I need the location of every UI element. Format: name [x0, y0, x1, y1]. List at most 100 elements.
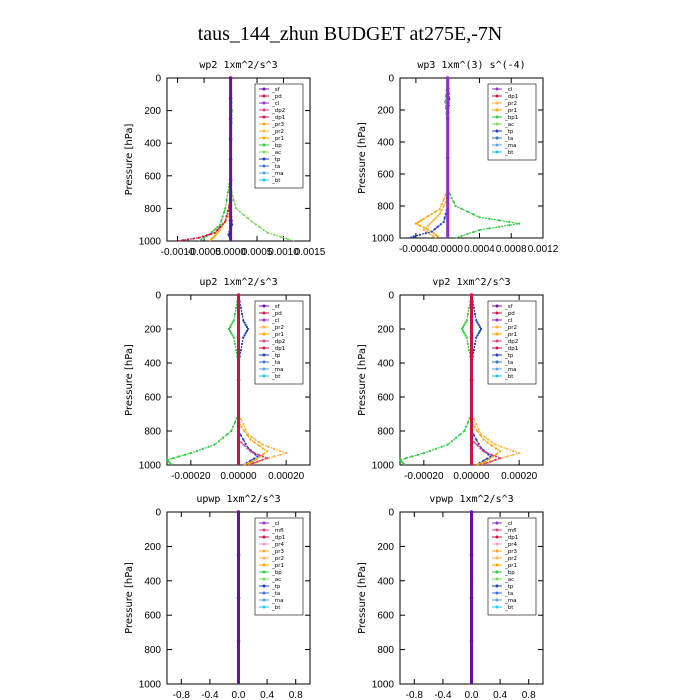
legend-label: _sf	[504, 304, 514, 310]
legend-marker	[495, 591, 499, 595]
series-point	[440, 203, 443, 206]
x-tick-label: -0.00020	[171, 471, 211, 482]
legend-marker	[262, 325, 266, 329]
series-point	[473, 313, 477, 316]
series-point	[416, 453, 419, 456]
series-point	[477, 442, 480, 445]
legend-label: _dp2	[504, 339, 518, 345]
series-point	[273, 233, 276, 236]
legend-label: _cl	[271, 318, 280, 324]
series-point	[484, 460, 487, 463]
panel-1: wp2 1xm^2/s^3 0 200 400 600 800 1000-0.0010-0.…	[124, 60, 326, 258]
legend-label: _tp	[271, 353, 281, 359]
series-point	[249, 450, 252, 453]
x-tick-label: -0.4	[201, 690, 219, 700]
series-point	[246, 447, 249, 450]
series-point	[460, 234, 463, 238]
legend-label: _pr2	[504, 325, 517, 331]
legend-label: _tp	[504, 353, 514, 359]
series-point	[261, 455, 265, 458]
series-point	[256, 460, 259, 463]
series-point	[512, 453, 515, 456]
legend-marker	[495, 584, 499, 588]
legend-marker	[495, 150, 499, 154]
series-point	[512, 449, 515, 453]
series-point	[473, 425, 476, 428]
series-line-pr2	[422, 78, 449, 239]
legend-box	[254, 300, 304, 385]
y-axis-label: Pressure [hPa]	[124, 562, 135, 634]
y-tick-label: 600	[377, 611, 394, 622]
legend-box	[487, 300, 537, 385]
series-point	[450, 196, 453, 200]
series-point	[436, 225, 439, 228]
legend-label: _pr1	[271, 332, 284, 338]
series-point	[424, 226, 427, 230]
series-point	[254, 438, 257, 441]
panels: wp2 1xm^2/s^302004006008001000-0.0010-0.…	[124, 60, 559, 700]
x-tick-label: 0.0	[232, 690, 246, 700]
legend-label: _bt	[504, 374, 514, 380]
series-point	[431, 234, 434, 238]
series-point	[486, 441, 489, 444]
series-point	[250, 435, 253, 439]
series-point	[472, 306, 475, 309]
series-point	[230, 323, 233, 326]
series-point	[239, 434, 242, 437]
series-point	[232, 336, 235, 339]
legend-marker	[262, 178, 266, 182]
series-point	[476, 321, 479, 324]
legend-label: _sf	[271, 304, 281, 310]
legend-label: _dp1	[271, 535, 285, 541]
series-point	[218, 228, 222, 231]
series-point	[465, 319, 468, 322]
series-point	[466, 232, 469, 236]
page-title: taus_144_zhun BUDGET at275E,-7N	[198, 23, 503, 45]
x-tick-label: 0.8	[522, 690, 536, 700]
y-tick-label: 1000	[139, 680, 162, 691]
series-point	[464, 334, 467, 337]
series-point	[465, 425, 468, 428]
x-tick-label: -0.0005	[187, 247, 221, 258]
series-point	[233, 421, 237, 424]
series-point	[402, 462, 405, 465]
series-point	[231, 195, 234, 198]
legend-marker	[262, 101, 266, 105]
y-tick-label: 800	[144, 204, 161, 215]
series-point	[243, 334, 246, 337]
legend-marker	[262, 570, 266, 574]
series-point	[257, 440, 260, 444]
series-point	[469, 510, 474, 514]
series-point	[261, 443, 264, 446]
legend-marker	[495, 605, 499, 609]
legend-marker	[262, 311, 266, 315]
series-point	[228, 157, 233, 162]
legend-marker	[262, 535, 266, 539]
series-point	[235, 306, 238, 309]
series-point	[244, 323, 247, 326]
series-point	[238, 210, 241, 213]
series-point	[246, 434, 249, 437]
series-point	[239, 306, 242, 309]
y-tick-label: 200	[144, 106, 161, 117]
series-point	[224, 220, 227, 223]
series-point	[482, 461, 485, 464]
y-axis-label: Pressure [hPa]	[357, 562, 368, 634]
series-point	[469, 420, 474, 425]
series-point	[485, 457, 489, 460]
series-point	[475, 438, 478, 441]
series-point	[418, 220, 421, 223]
series-point	[445, 116, 450, 120]
series-point	[432, 218, 435, 222]
series-point	[249, 459, 252, 462]
series-point	[489, 455, 492, 458]
series-point	[209, 238, 212, 241]
series-point	[236, 378, 241, 382]
y-tick-label: 200	[377, 542, 394, 553]
legend-marker	[495, 325, 499, 329]
legend-label: _ta	[271, 164, 280, 170]
series-point	[229, 330, 232, 333]
x-tick-label: 0.0012	[528, 244, 559, 255]
x-tick-label: 0.0015	[295, 247, 326, 258]
series-point	[177, 455, 181, 458]
